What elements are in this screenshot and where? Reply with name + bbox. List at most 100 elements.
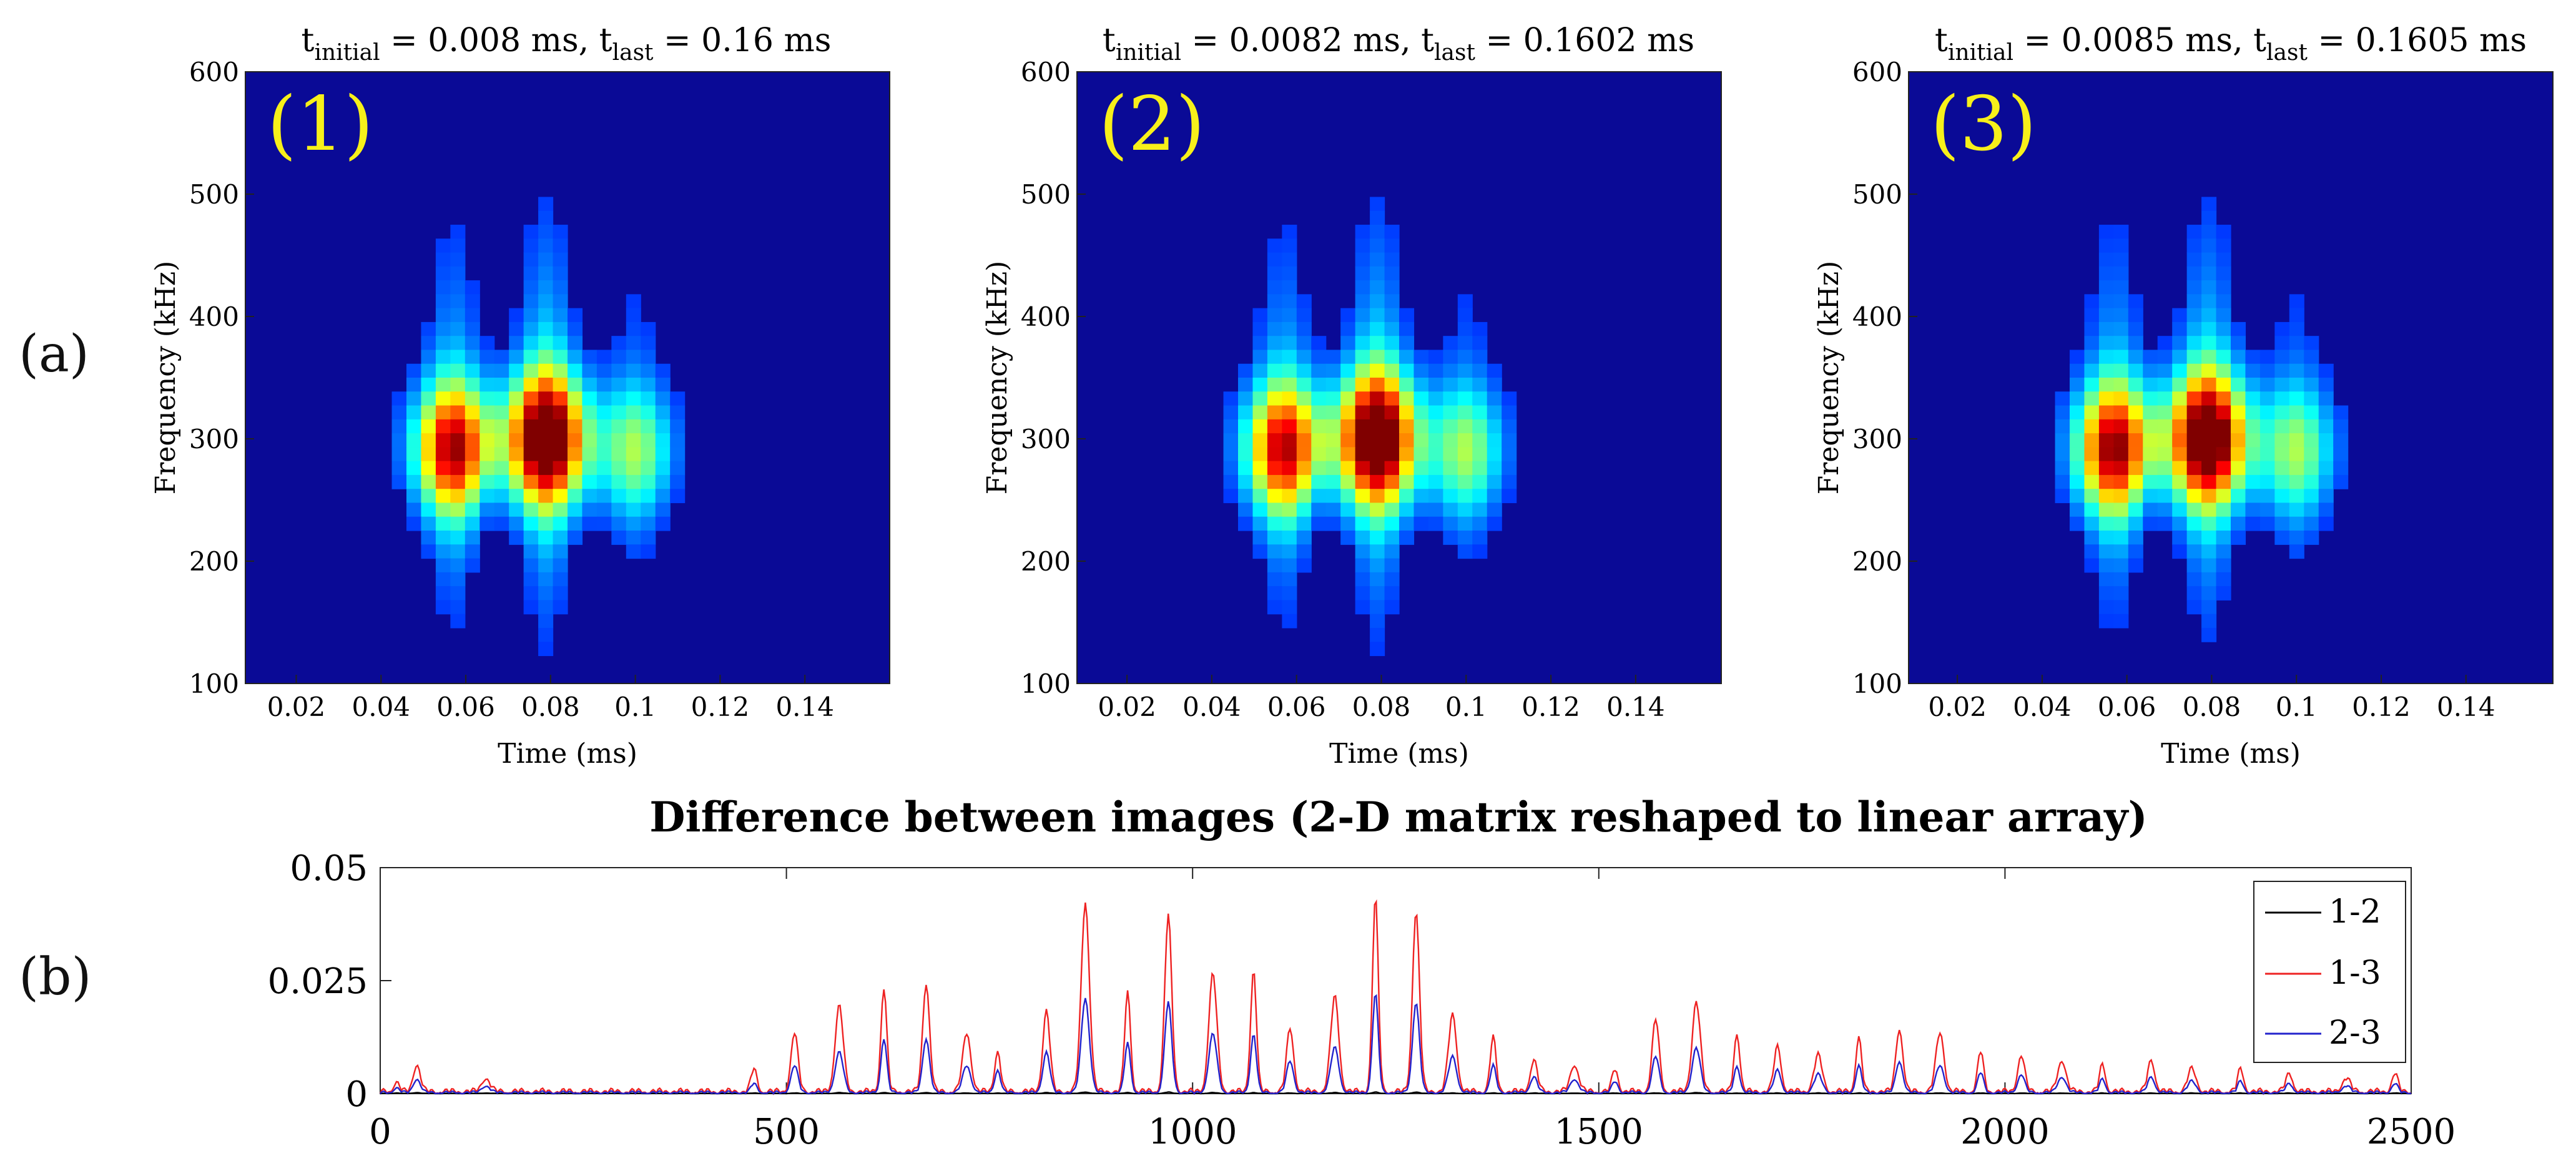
heat-cell [465,363,480,378]
heat-cell [1267,489,1282,504]
heat-cell [2098,238,2114,253]
heat-cell [1282,447,1297,462]
heat-cell [655,391,671,406]
heat-cell [2186,225,2202,239]
heat-cell [568,447,583,462]
heat-cell [435,558,451,573]
heat-cell [611,391,627,406]
heat-cell [2201,461,2217,476]
heat-cell [1384,350,1400,365]
heat-cell [421,419,436,434]
heat-cell [435,238,451,253]
heat-cell [568,419,583,434]
heat-cell [1428,461,1443,476]
y-tick-label: 600 [189,57,239,87]
heat-cell [1502,474,1517,489]
heat-cell [406,489,422,504]
heat-cell [1282,225,1297,239]
heat-cell [2143,516,2158,531]
heat-cell [406,405,422,420]
heat-cell [2201,531,2217,545]
heat-cell [2098,225,2114,239]
heat-cell [421,447,436,462]
heat-cell [406,433,422,448]
heat-cell [435,308,451,323]
y-tick-label: 100 [1021,669,1071,699]
heat-cell [596,419,612,434]
heat-cell [1384,419,1400,434]
heat-cell [2245,363,2261,378]
heat-cell [509,474,524,489]
heat-cell [1267,280,1282,295]
heat-cell [2304,516,2319,531]
heat-cell [406,363,422,378]
heat-cell [2172,336,2188,351]
heat-cell [2157,461,2173,476]
heat-cell [1340,419,1356,434]
heat-cell [1457,391,1473,406]
heat-cell [1399,474,1415,489]
heat-cell [1267,266,1282,281]
heat-cell [2216,572,2231,587]
heat-cell [1384,502,1400,517]
heat-cell [2157,336,2173,351]
heat-cell [1267,419,1282,434]
heat-cell [2113,391,2129,406]
heat-cell [538,627,554,642]
heat-cell [421,378,436,392]
heat-cell [465,321,480,336]
heat-cell [421,502,436,517]
heat-cell [1370,238,1385,253]
heat-cell [1472,405,1488,420]
heat-cell [1296,447,1312,462]
heat-cell [2055,405,2070,420]
heat-cell [1252,474,1268,489]
heat-cell [1487,405,1502,420]
heat-cell [553,225,568,239]
heat-cell [2186,266,2202,281]
heat-cell [2098,447,2114,462]
heat-cell [2143,419,2158,434]
heat-cell [1487,419,1502,434]
heat-cell [1487,516,1502,531]
y-tick-label: 500 [189,179,239,210]
heat-cell [2070,461,2085,476]
heat-cell [2172,531,2188,545]
heat-cell [1355,474,1370,489]
heat-cell [1370,210,1385,225]
heat-cell [1502,419,1517,434]
heat-cell [1282,600,1297,615]
heat-cell [2201,210,2217,225]
heat-cell [465,336,480,351]
heat-cell [641,544,656,559]
heat-cell [626,336,641,351]
heat-cell [2318,378,2334,392]
heat-cell [1355,447,1370,462]
heat-cell [406,378,422,392]
heat-cell [1370,252,1385,267]
heat-cell [582,350,597,365]
heat-cell [2128,308,2143,323]
heat-cell [2259,474,2275,489]
heat-cell [2098,419,2114,434]
heat-cell [465,405,480,420]
heat-cell [538,433,554,448]
heat-cell [2098,433,2114,448]
heat-cell [1457,378,1473,392]
heat-cell [2055,391,2070,406]
heat-cell [1384,474,1400,489]
heat-cell [1443,391,1458,406]
heat-cell [1267,336,1282,351]
heatmap-panel-3: tinitial = 0.0085 ms, tlast = 0.1605 ms … [1813,22,2554,770]
heat-cell [1238,489,1254,504]
heat-cell [2172,502,2188,517]
heat-cell [553,531,568,545]
heat-cell [611,363,627,378]
heat-cell [568,474,583,489]
heat-cell [2084,544,2100,559]
heat-cell [2231,378,2246,392]
heat-cell [523,474,539,489]
heat-cell [1340,405,1356,420]
heat-cell [641,391,656,406]
heat-cell [553,266,568,281]
